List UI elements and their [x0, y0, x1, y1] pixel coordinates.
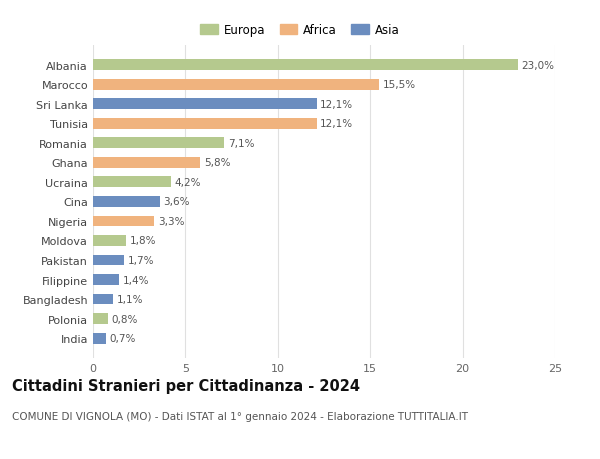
- Text: 0,8%: 0,8%: [112, 314, 138, 324]
- Bar: [93, 294, 113, 305]
- Bar: [93, 99, 317, 110]
- Bar: [93, 118, 317, 129]
- Bar: [93, 60, 518, 71]
- Bar: [93, 235, 126, 246]
- Text: 12,1%: 12,1%: [320, 119, 353, 129]
- Text: 3,3%: 3,3%: [158, 217, 184, 226]
- Bar: [93, 333, 106, 344]
- Text: 12,1%: 12,1%: [320, 100, 353, 109]
- Bar: [93, 274, 119, 285]
- Bar: [93, 138, 224, 149]
- Legend: Europa, Africa, Asia: Europa, Africa, Asia: [196, 20, 404, 42]
- Text: 15,5%: 15,5%: [383, 80, 416, 90]
- Text: 5,8%: 5,8%: [204, 158, 230, 168]
- Text: 1,8%: 1,8%: [130, 236, 157, 246]
- Text: 23,0%: 23,0%: [522, 61, 555, 70]
- Bar: [93, 313, 108, 325]
- Bar: [93, 177, 170, 188]
- Bar: [93, 79, 379, 90]
- Bar: [93, 255, 124, 266]
- Text: 3,6%: 3,6%: [163, 197, 190, 207]
- Bar: [93, 216, 154, 227]
- Text: 1,4%: 1,4%: [122, 275, 149, 285]
- Text: 7,1%: 7,1%: [228, 139, 254, 148]
- Text: Cittadini Stranieri per Cittadinanza - 2024: Cittadini Stranieri per Cittadinanza - 2…: [12, 379, 360, 394]
- Text: COMUNE DI VIGNOLA (MO) - Dati ISTAT al 1° gennaio 2024 - Elaborazione TUTTITALIA: COMUNE DI VIGNOLA (MO) - Dati ISTAT al 1…: [12, 411, 468, 421]
- Text: 1,1%: 1,1%: [117, 295, 143, 304]
- Bar: [93, 157, 200, 168]
- Text: 0,7%: 0,7%: [110, 334, 136, 343]
- Text: 1,7%: 1,7%: [128, 256, 155, 265]
- Text: 4,2%: 4,2%: [175, 178, 201, 187]
- Bar: [93, 196, 160, 207]
